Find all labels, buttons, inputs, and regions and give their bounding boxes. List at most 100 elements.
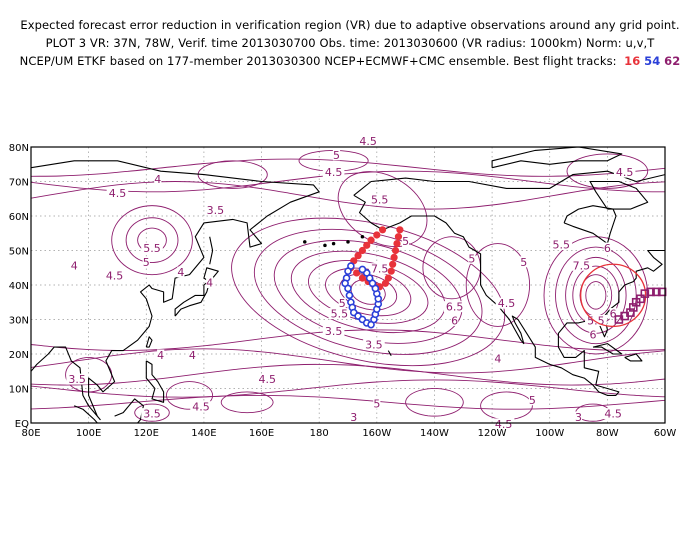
contour-line — [543, 236, 649, 355]
lon-tick-label: 80W — [596, 428, 619, 439]
contour-line — [298, 150, 369, 172]
lat-tick-label: EQ — [15, 419, 29, 430]
coastline — [174, 267, 219, 317]
contour-label: 5.5 — [553, 239, 571, 252]
lat-tick-label: 40N — [9, 281, 29, 292]
contour-line — [31, 348, 665, 374]
contour-label-bg — [520, 256, 528, 268]
lon-tick-label: 120E — [134, 428, 159, 439]
track-point-track16 — [391, 246, 400, 255]
contour-label-bg — [602, 408, 624, 420]
contour-label-bg — [157, 349, 165, 361]
lon-tick-label: 80E — [21, 428, 40, 439]
island — [331, 241, 336, 246]
contour-label: 6 — [451, 314, 458, 327]
contour-label: 3.5 — [68, 373, 86, 386]
track-point-track16 — [363, 241, 371, 249]
contour-line — [31, 363, 665, 386]
coastline — [592, 343, 623, 355]
contour-label-bg — [66, 373, 88, 385]
island — [323, 243, 327, 248]
contour-label-bg — [451, 314, 459, 326]
island — [346, 240, 350, 244]
contour-label-bg — [204, 204, 227, 216]
track-point-track16 — [353, 269, 361, 277]
contour-label-bg — [492, 418, 515, 430]
contour-label: 4.5 — [192, 401, 210, 414]
contour-line — [422, 236, 482, 300]
flight-tracks — [341, 226, 667, 329]
contour-labels: 4.554.544.53.55.55.554.544457.576.5655.5… — [66, 135, 636, 431]
coastline — [145, 360, 165, 403]
island — [360, 234, 365, 239]
contour-label: 7.5 — [371, 263, 389, 276]
contour-label: 5.5 — [371, 194, 389, 207]
contour-label-bg — [188, 349, 196, 361]
contour-label: 6.5 — [446, 301, 464, 314]
track-point-track54 — [358, 265, 367, 274]
coastline — [31, 160, 320, 421]
contour-label-bg — [70, 259, 78, 271]
track-point-track16 — [367, 236, 375, 244]
track-point-track62 — [652, 287, 661, 297]
contour-line — [290, 250, 446, 334]
contour-label: 5 — [468, 252, 475, 265]
lon-tick-label: 180 — [310, 428, 329, 439]
contour-label-bg — [468, 252, 476, 264]
contour-line — [231, 217, 506, 367]
axis-tick-labels: 80E 100E 120E 140E 160E 180 160W 140W 120W 100W 80… — [9, 143, 677, 439]
lat-tick-label: 10N — [9, 385, 29, 396]
contour-line — [220, 391, 274, 414]
track-point-track62 — [640, 289, 650, 298]
contour-label-bg — [373, 397, 381, 409]
coastline — [73, 405, 99, 423]
lon-tick-label: 100W — [535, 428, 564, 439]
contour-label-bg — [141, 242, 163, 254]
contour-label-bg — [609, 308, 617, 320]
contour-label: 5.5 — [143, 242, 161, 255]
contour-label-bg — [206, 277, 214, 288]
contour-label: 7.5 — [573, 259, 591, 272]
contour-label-bg — [256, 373, 279, 385]
contour-label-bg — [328, 308, 351, 320]
track-id-62: 62 — [664, 54, 681, 68]
contour-label: 4.5 — [259, 373, 277, 386]
contour-label-bg — [589, 328, 597, 340]
track-point-track16 — [378, 226, 387, 234]
contour-label: 5 — [373, 397, 380, 410]
contour-label-bg — [322, 325, 345, 337]
coastline — [557, 249, 665, 396]
coastline — [589, 180, 649, 210]
contour-line — [111, 205, 193, 276]
contour-label: 4.5 — [106, 270, 124, 283]
coastline — [353, 194, 616, 396]
contour-label: 6 — [589, 328, 596, 341]
contour-label: 5 — [333, 149, 340, 162]
lat-tick-label: 30N — [9, 316, 29, 327]
contour-label: 4.5 — [495, 418, 513, 431]
contour-label: 4 — [206, 277, 213, 290]
plot-frame — [30, 146, 666, 424]
coastline — [563, 205, 617, 245]
contour-label: 4 — [189, 349, 196, 362]
contour-label: 3 — [575, 411, 582, 424]
track-point-track16 — [384, 274, 392, 282]
contour-label: 4.5 — [616, 166, 634, 179]
lat-tick-label: 20N — [9, 350, 29, 361]
track-point-track62 — [636, 294, 645, 304]
track-point-track16 — [387, 267, 395, 275]
lat-tick-label: 70N — [9, 178, 29, 189]
contour-line — [308, 259, 429, 324]
contour-label-bg — [322, 166, 345, 178]
track-point-track16 — [390, 253, 398, 261]
lon-tick-label: 160W — [362, 428, 391, 439]
track-point-track16 — [358, 246, 367, 255]
coastline — [491, 147, 623, 169]
contour-label-bg — [574, 411, 583, 423]
contour-label-bg — [368, 263, 391, 275]
contour-line — [31, 394, 665, 410]
contour-label-bg — [550, 239, 573, 251]
track-id-16: 16 — [624, 54, 641, 68]
